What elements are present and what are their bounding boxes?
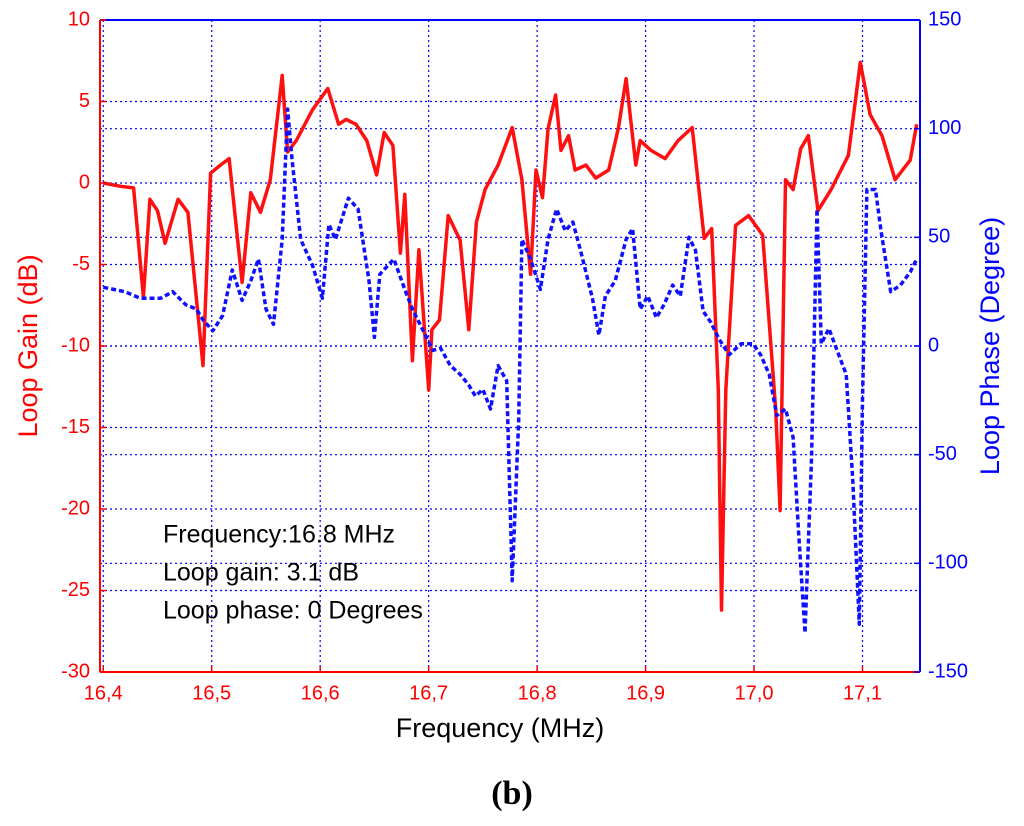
series-line <box>102 60 919 612</box>
y2-tick-label: -150 <box>928 660 968 682</box>
x-axis-title: Frequency (MHz) <box>396 713 605 743</box>
x-tick-label: 16,8 <box>518 682 557 704</box>
x-tick-label: 17,1 <box>843 682 882 704</box>
y2-tick-label: 100 <box>928 117 961 139</box>
series-line <box>102 107 919 635</box>
y2-tick-label: -100 <box>928 552 968 574</box>
x-tick-label: 16,6 <box>301 682 340 704</box>
y-tick-label: 0 <box>79 171 90 193</box>
x-tick-label: 16,4 <box>84 682 123 704</box>
y-tick-label: -30 <box>61 660 90 682</box>
x-tick-label: 16,5 <box>192 682 231 704</box>
y-tick-label: -10 <box>61 334 90 356</box>
x-tick-label: 17,0 <box>735 682 774 704</box>
plot-area <box>102 60 919 635</box>
y-tick-label: -5 <box>72 253 90 275</box>
y2-tick-label: 0 <box>928 334 939 356</box>
annotation: Frequency:16.8 MHz <box>163 521 395 549</box>
y-tick-label: 10 <box>68 8 90 30</box>
caption: (b) <box>491 775 533 812</box>
x-tick-label: 16,7 <box>409 682 448 704</box>
y2-tick-label: 150 <box>928 8 961 30</box>
y-tick-label: -20 <box>61 497 90 519</box>
y-tick-label: -15 <box>61 416 90 438</box>
y-tick-label: 5 <box>79 90 90 112</box>
x-tick-label: 16,9 <box>626 682 665 704</box>
y2-tick-label: -50 <box>928 443 957 465</box>
y-axis-title: Loop Gain (dB) <box>13 254 43 437</box>
y-tick-label: -25 <box>61 579 90 601</box>
y2-tick-label: 50 <box>928 226 950 248</box>
annotation: Loop phase: 0 Degrees <box>163 597 423 625</box>
y2-axis-title: Loop Phase (Degree) <box>975 217 1005 475</box>
annotation: Loop gain: 3.1 dB <box>163 559 359 587</box>
